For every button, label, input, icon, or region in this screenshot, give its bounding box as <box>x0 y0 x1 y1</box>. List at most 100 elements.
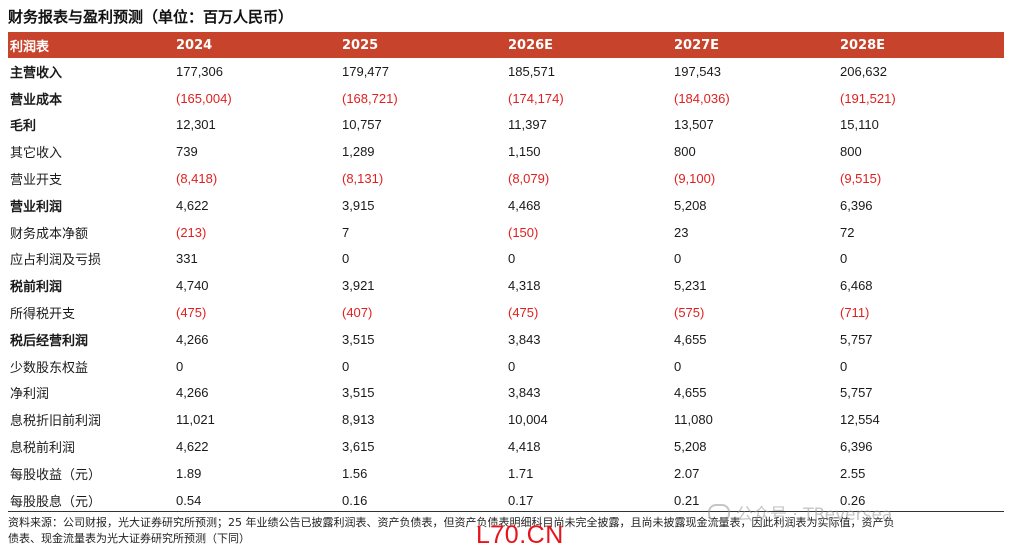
value-cell: (213) <box>176 224 207 240</box>
value-cell: 10,757 <box>342 117 382 133</box>
value-cell: 12,554 <box>840 412 880 428</box>
value-cell: 5,757 <box>840 331 873 347</box>
value-cell: 4,622 <box>176 197 209 213</box>
table-row: 税后经营利润 4,266 3,515 3,843 4,655 5,757 <box>8 326 1004 353</box>
source-note-line: 资料来源：公司财报，光大证券研究所预测；25 年业绩公告已披露利润表、资产负债表… <box>8 516 895 529</box>
value-cell: 3,843 <box>508 385 541 401</box>
value-cell: (475) <box>176 305 207 321</box>
value-cell: 4,266 <box>176 331 209 347</box>
site-stamp: L70.CN <box>476 521 564 549</box>
value-cell: 0 <box>840 358 848 374</box>
value-cell: 4,655 <box>674 331 707 347</box>
value-cell: 5,757 <box>840 385 873 401</box>
value-cell: 6,468 <box>840 278 873 294</box>
value-cell: 3,615 <box>342 439 375 455</box>
row-label: 营业成本 <box>10 92 63 108</box>
page-title: 财务报表与盈利预测（单位：百万人民币） <box>8 8 294 26</box>
value-cell: 11,080 <box>674 412 713 428</box>
value-cell: 177,306 <box>176 63 223 79</box>
value-cell: 6,396 <box>840 439 873 455</box>
value-cell: 13,507 <box>674 117 714 133</box>
table-row: 营业成本 (165,004) (168,721) (174,174) (184,036)… <box>8 85 1004 112</box>
value-cell: 800 <box>840 144 862 160</box>
wechat-icon <box>708 504 730 522</box>
value-cell: 4,740 <box>176 278 209 294</box>
table-row: 其它收入 739 1,289 1,150 800 800 <box>8 138 1004 165</box>
value-cell: (407) <box>342 305 373 321</box>
row-label: 息税折旧前利润 <box>10 414 102 430</box>
value-cell: 10,004 <box>508 412 548 428</box>
value-cell: 179,477 <box>342 63 389 79</box>
header-cell-label: 利润表 <box>10 39 50 55</box>
row-label: 应占利润及亏损 <box>10 253 102 269</box>
row-label: 每股股息（元） <box>10 494 102 510</box>
table-row: 毛利 12,301 10,757 11,397 13,507 15,110 <box>8 112 1004 139</box>
value-cell: 331 <box>176 251 198 267</box>
table-row: 财务成本净额 (213) 7 (150) 23 72 <box>8 219 1004 246</box>
value-cell: 23 <box>674 224 689 240</box>
value-cell: (150) <box>508 224 539 240</box>
table-row: 税前利润 4,740 3,921 4,318 5,231 6,468 <box>8 272 1004 299</box>
footer-rule <box>8 511 1004 512</box>
value-cell: 197,543 <box>674 63 721 79</box>
value-cell: 0.26 <box>840 492 866 508</box>
watermark-text: 公众号 · TReversea <box>736 505 893 525</box>
value-cell: 0.17 <box>508 492 534 508</box>
value-cell: 1.56 <box>342 465 368 481</box>
table-row: 净利润 4,266 3,515 3,843 4,655 5,757 <box>8 380 1004 407</box>
value-cell: 1,289 <box>342 144 375 160</box>
row-label: 营业开支 <box>10 173 63 189</box>
value-cell: (165,004) <box>176 90 232 106</box>
report-page: 财务报表与盈利预测（单位：百万人民币） 利润表 2024 2025 2026E … <box>8 0 1004 556</box>
value-cell: 4,468 <box>508 197 541 213</box>
table-row: 息税前利润 4,622 3,615 4,418 5,208 6,396 <box>8 433 1004 460</box>
table-row: 应占利润及亏损 331 0 0 0 0 <box>8 246 1004 273</box>
value-cell: 800 <box>674 144 696 160</box>
source-note-line: 债表、现金流量表为光大证券研究所预测（下同） <box>8 532 250 545</box>
value-cell: 1.89 <box>176 465 202 481</box>
value-cell: (9,515) <box>840 171 882 187</box>
header-cell-year: 2028E <box>840 37 886 53</box>
table-row: 少数股东权益 0 0 0 0 0 <box>8 353 1004 380</box>
value-cell: 5,231 <box>674 278 707 294</box>
row-label: 税前利润 <box>10 280 63 296</box>
row-label: 所得税开支 <box>10 307 76 323</box>
header-cell-year: 2027E <box>674 37 720 53</box>
value-cell: 3,515 <box>342 385 375 401</box>
value-cell: (8,079) <box>508 171 550 187</box>
value-cell: 12,301 <box>176 117 216 133</box>
value-cell: 5,208 <box>674 439 707 455</box>
value-cell: 11,021 <box>176 412 215 428</box>
value-cell: 0 <box>674 251 682 267</box>
income-statement-table-wrapper: 利润表 2024 2025 2026E 2027E 2028E 主营收入 177,… <box>8 32 1004 514</box>
header-cell-year: 2024 <box>176 37 213 53</box>
table-row: 主营收入 177,306 179,477 185,571 197,543 206,632 <box>8 58 1004 85</box>
value-cell: 5,208 <box>674 197 707 213</box>
value-cell: 0 <box>176 358 184 374</box>
value-cell: (168,721) <box>342 90 398 106</box>
row-label: 毛利 <box>10 119 37 135</box>
value-cell: 4,318 <box>508 278 541 294</box>
value-cell: (475) <box>508 305 539 321</box>
value-cell: 3,921 <box>342 278 375 294</box>
value-cell: 0 <box>840 251 848 267</box>
value-cell: 0 <box>508 358 516 374</box>
value-cell: 3,915 <box>342 197 375 213</box>
header-cell-year: 2026E <box>508 37 554 53</box>
table-body: 主营收入 177,306 179,477 185,571 197,543 206,632 营… <box>8 58 1004 514</box>
value-cell: 4,655 <box>674 385 707 401</box>
row-label: 税后经营利润 <box>10 333 89 349</box>
table-row: 每股收益（元） 1.89 1.56 1.71 2.07 2.55 <box>8 460 1004 487</box>
row-label: 其它收入 <box>10 146 63 162</box>
value-cell: 1.71 <box>508 465 534 481</box>
header-cell-year: 2025 <box>342 37 379 53</box>
value-cell: (184,036) <box>674 90 730 106</box>
value-cell: 8,913 <box>342 412 375 428</box>
value-cell: (711) <box>840 305 870 321</box>
value-cell: 0.21 <box>674 492 700 508</box>
value-cell: 2.55 <box>840 465 866 481</box>
table-row: 营业开支 (8,418) (8,131) (8,079) (9,100) (9,515) <box>8 165 1004 192</box>
value-cell: 11,397 <box>508 117 547 133</box>
value-cell: (8,418) <box>176 171 218 187</box>
row-label: 净利润 <box>10 387 50 403</box>
